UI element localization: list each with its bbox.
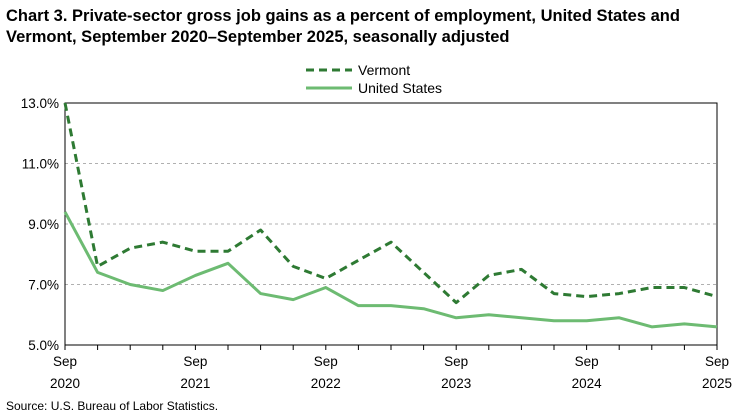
y-tick-label: 11.0% [22,157,59,172]
axes: 5.0% 7.0% 9.0% 11.0% 13.0% Sep 2020 Sep 2021 Sep 2… [21,96,732,391]
series-lines [63,102,718,329]
legend: Vermont United States [306,62,442,96]
x-tick-label-month: Sep [444,354,468,369]
x-tick-label-year: 2023 [441,376,471,391]
y-tick-label: 9.0% [28,217,59,232]
series-line-vermont [63,102,718,305]
x-tick-label-year: 2024 [572,376,603,391]
y-tick-label: 7.0% [28,278,59,293]
y-tick-label: 13.0% [21,96,59,111]
legend-item-united-states: United States [306,80,442,96]
legend-label: United States [358,80,442,96]
x-tick-label-month: Sep [314,354,338,369]
x-tick-label-year: 2021 [180,376,210,391]
x-tick-label-month: Sep [53,354,77,369]
x-tick-label-year: 2022 [311,376,341,391]
y-tick-label: 5.0% [28,338,59,353]
series-line-united-states [63,211,718,329]
x-tick-label-year: 2025 [702,376,732,391]
source-note: Source: U.S. Bureau of Labor Statistics. [6,399,219,413]
x-tick-label-month: Sep [705,354,729,369]
x-tick-label-month: Sep [183,354,207,369]
gridlines [65,102,717,285]
chart-title: Chart 3. Private-sector gross job gains … [6,7,680,46]
legend-label: Vermont [358,62,410,78]
legend-item-vermont: Vermont [306,62,410,78]
x-tick-label-year: 2020 [50,376,80,391]
x-tick-label-month: Sep [575,354,599,369]
